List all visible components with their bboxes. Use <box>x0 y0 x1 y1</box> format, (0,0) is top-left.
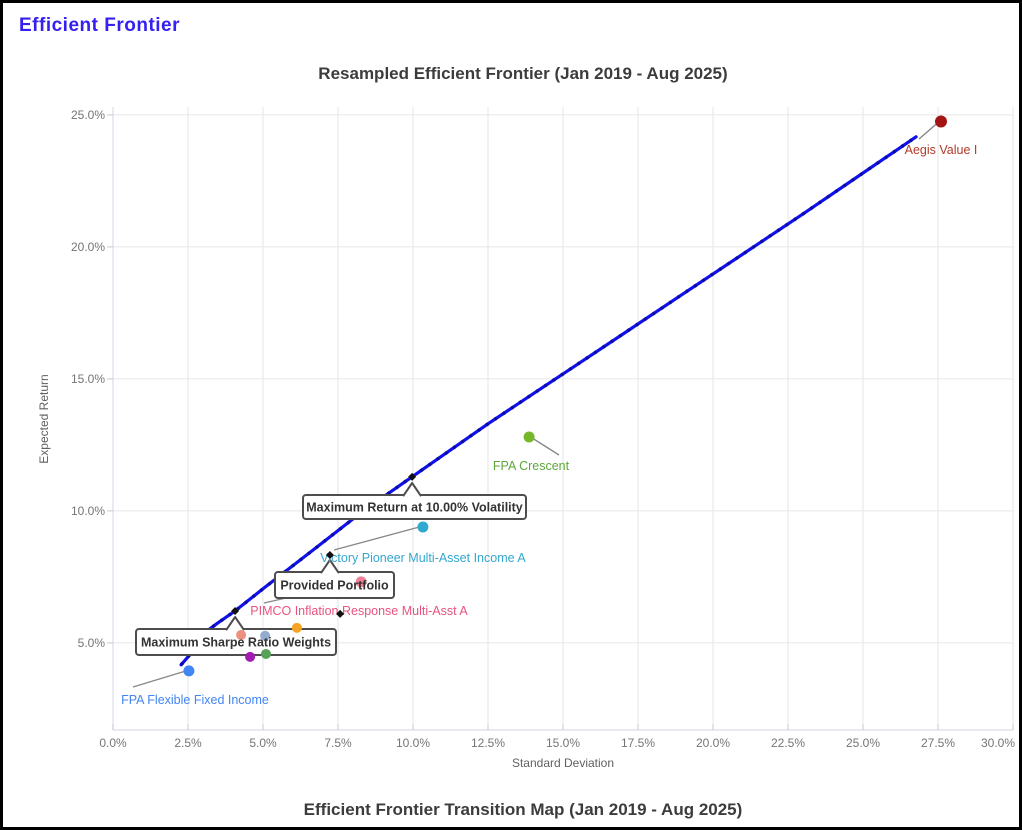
x-tick-label: 20.0% <box>696 736 730 750</box>
x-tick-label: 5.0% <box>249 736 277 750</box>
fund-point-victory-pioneer-multi-asset-income-a[interactable] <box>417 521 429 533</box>
fund-point-pimco-inflation-response-multi-asst-a[interactable] <box>355 576 367 588</box>
callout-label-maximum-sharpe-ratio-weights: Maximum Sharpe Ratio Weights <box>141 636 331 650</box>
x-tick-label: 25.0% <box>846 736 880 750</box>
fund-point-point-purple[interactable] <box>245 651 256 662</box>
fund-label-fpa-crescent: FPA Crescent <box>493 459 570 473</box>
y-tick-label: 20.0% <box>71 240 105 254</box>
x-tick-label: 2.5% <box>174 736 202 750</box>
leader-line-victory-pioneer-multi-asset-income-a <box>333 525 424 551</box>
fund-point-fpa-flexible-fixed-income[interactable] <box>183 665 195 677</box>
fund-label-fpa-flexible-fixed-income: FPA Flexible Fixed Income <box>121 693 269 707</box>
fund-point-aegis-value-i[interactable] <box>935 115 947 128</box>
y-axis-title: Expected Return <box>37 374 51 463</box>
callout-notch <box>225 616 245 631</box>
x-tick-label: 7.5% <box>324 736 352 750</box>
fund-label-aegis-value-i: Aegis Value I <box>905 143 978 157</box>
x-tick-label: 12.5% <box>471 736 505 750</box>
fund-point-point-steel-blue[interactable] <box>260 630 271 641</box>
maximum-sharpe-ratio-point[interactable] <box>231 606 240 615</box>
x-axis-title: Standard Deviation <box>512 756 614 770</box>
fund-label-pimco-inflation-response-multi-asst-a: PIMCO Inflation Response Multi-Asst A <box>250 604 468 618</box>
x-tick-label: 17.5% <box>621 736 655 750</box>
x-tick-label: 30.0% <box>981 736 1015 750</box>
y-tick-label: 5.0% <box>78 636 106 650</box>
section2-title: Efficient Frontier Transition Map (Jan 2… <box>303 800 743 819</box>
fund-label-victory-pioneer-multi-asset-income-a: Victory Pioneer Multi-Asset Income A <box>320 551 526 565</box>
chart-title: Resampled Efficient Frontier (Jan 2019 -… <box>318 64 728 83</box>
x-tick-label: 10.0% <box>396 736 430 750</box>
efficient-frontier-chart: 0.0% 2.5% 5.0% 7.5% 10.0% 12.5% 15.0% 17.5% 20.0… <box>37 107 1015 770</box>
y-tick-label: 25.0% <box>71 108 105 122</box>
fund-point-point-orange[interactable] <box>291 622 302 633</box>
x-tick-label: 15.0% <box>546 736 580 750</box>
y-tick-label: 10.0% <box>71 504 105 518</box>
callout-notch <box>320 559 340 574</box>
fund-point-fpa-crescent[interactable] <box>523 431 535 443</box>
callout-notch <box>402 482 422 497</box>
x-tick-label: 27.5% <box>921 736 955 750</box>
provided-portfolio-point[interactable] <box>325 550 334 559</box>
y-tick-label: 15.0% <box>71 372 105 386</box>
fund-point-point-green[interactable] <box>261 648 271 659</box>
page-title: Efficient Frontier <box>19 15 181 36</box>
portfolio-marker[interactable] <box>336 609 345 618</box>
callout-label-provided-portfolio: Provided Portfolio <box>280 579 389 593</box>
leader-line-fpa-flexible-fixed-income <box>132 669 190 688</box>
fund-point-point-salmon[interactable] <box>236 629 247 640</box>
callout-label-maximum-return-at-10-00-volatility: Maximum Return at 10.00% Volatility <box>306 501 523 515</box>
x-tick-label: 0.0% <box>99 736 127 750</box>
x-tick-label: 22.5% <box>771 736 805 750</box>
maximum-return-10pct-volatility-point[interactable] <box>408 472 417 481</box>
frontier-line-beads <box>179 135 918 666</box>
